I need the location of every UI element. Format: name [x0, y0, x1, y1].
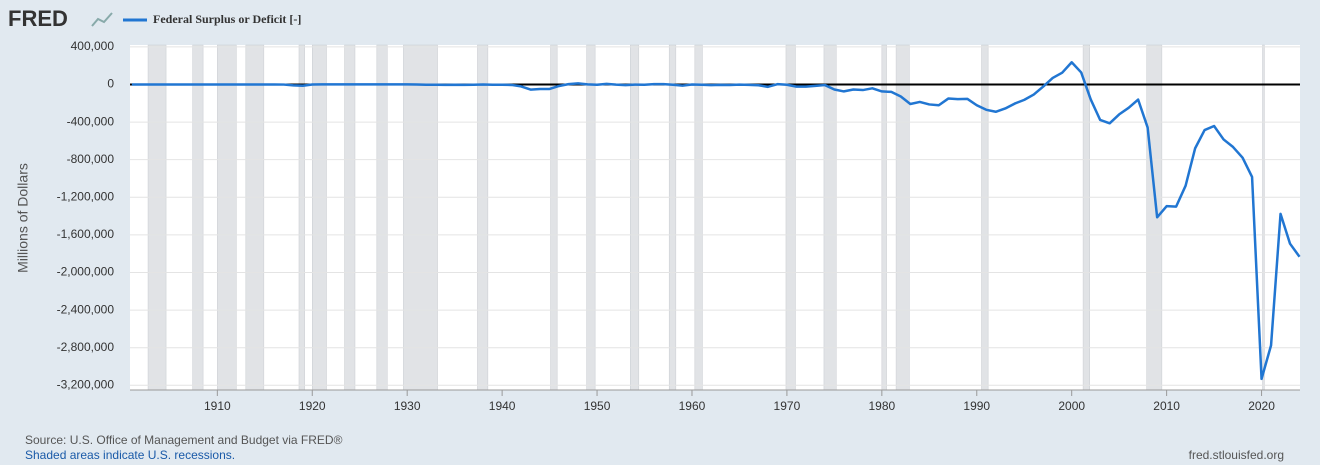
recession-band: [668, 44, 677, 391]
legend-label: Federal Surplus or Deficit [-]: [153, 12, 301, 26]
recession-band: [147, 44, 167, 391]
note: Shaded areas indicate U.S. recessions.: [25, 448, 235, 462]
recession-band: [785, 44, 796, 391]
recession-band: [550, 44, 558, 391]
x-tick-label: 1920: [299, 399, 326, 413]
plot-area: [130, 45, 1300, 390]
recession-band: [477, 44, 489, 391]
x-tick-label: 1950: [584, 399, 611, 413]
recession-band: [344, 44, 356, 391]
x-tick-label: 1960: [679, 399, 706, 413]
url: fred.stlouisfed.org: [1189, 448, 1284, 462]
recession-band: [1262, 44, 1265, 391]
series-line: [131, 61, 1301, 381]
x-tick-label: 1980: [868, 399, 895, 413]
source: Source: U.S. Office of Management and Bu…: [25, 433, 343, 447]
logo: FRED: [8, 6, 68, 31]
x-tick-label: 1930: [394, 399, 421, 413]
y-tick-label: -800,000: [67, 152, 115, 166]
recession-band: [694, 44, 703, 391]
y-tick-label: 400,000: [71, 39, 115, 53]
recession-band: [298, 44, 305, 391]
recession-band: [192, 44, 204, 391]
y-tick-label: -3,200,000: [57, 377, 115, 391]
y-tick-label: -2,800,000: [57, 340, 115, 354]
recession-band: [403, 44, 438, 391]
y-tick-label: -400,000: [67, 114, 115, 128]
x-tick-label: 1970: [774, 399, 801, 413]
recession-band: [981, 44, 989, 391]
y-tick-label: -1,200,000: [57, 189, 115, 203]
recession-band: [312, 44, 327, 391]
recession-band: [881, 44, 887, 391]
x-tick-label: 2020: [1248, 399, 1275, 413]
x-tick-label: 1990: [963, 399, 990, 413]
x-tick-label: 1940: [489, 399, 516, 413]
recession-band: [217, 44, 237, 391]
recession-band: [823, 44, 837, 391]
x-tick-label: 2010: [1153, 399, 1180, 413]
y-tick-label: -1,600,000: [57, 227, 115, 241]
logo-icon: [91, 12, 113, 27]
x-tick-label: 1910: [204, 399, 231, 413]
y-tick-label: 0: [107, 77, 114, 91]
y-tick-label: -2,000,000: [57, 265, 115, 279]
recession-band: [1146, 44, 1163, 391]
y-axis-label: Millions of Dollars: [15, 163, 31, 273]
x-tick-label: 2000: [1058, 399, 1085, 413]
y-tick-label: -2,400,000: [57, 302, 115, 316]
recession-band: [586, 44, 596, 391]
recession-band: [245, 44, 265, 391]
recession-band: [630, 44, 640, 391]
recession-band: [376, 44, 388, 391]
